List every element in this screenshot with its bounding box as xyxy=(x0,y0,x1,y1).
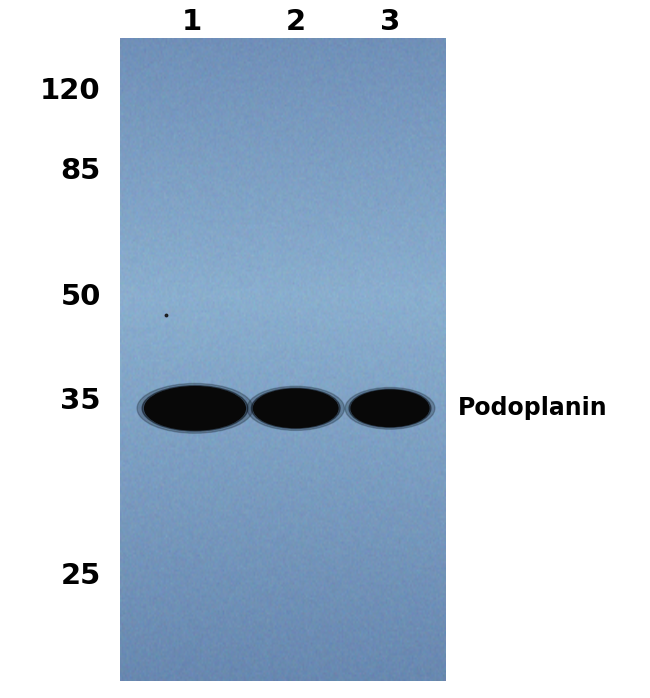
Ellipse shape xyxy=(137,383,253,433)
Ellipse shape xyxy=(254,389,338,427)
Ellipse shape xyxy=(351,390,429,426)
Text: 2: 2 xyxy=(286,8,306,36)
Text: Podoplanin: Podoplanin xyxy=(458,396,608,420)
Ellipse shape xyxy=(142,385,248,431)
Ellipse shape xyxy=(247,386,344,431)
Text: 50: 50 xyxy=(60,283,101,311)
Text: 85: 85 xyxy=(60,157,101,185)
Ellipse shape xyxy=(345,387,435,429)
Ellipse shape xyxy=(252,388,340,429)
Ellipse shape xyxy=(349,389,431,427)
Text: 120: 120 xyxy=(40,77,101,105)
Text: 25: 25 xyxy=(60,562,101,590)
Ellipse shape xyxy=(144,387,246,430)
Text: 3: 3 xyxy=(380,8,400,36)
Text: 35: 35 xyxy=(60,387,101,415)
Text: 1: 1 xyxy=(181,8,202,36)
